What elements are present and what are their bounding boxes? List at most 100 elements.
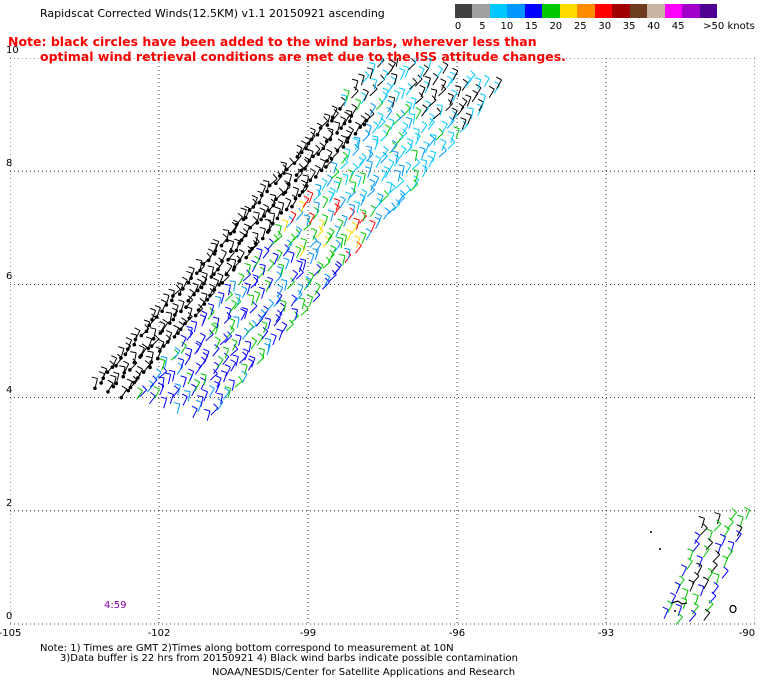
wind-barb bbox=[154, 368, 162, 381]
wind-barb bbox=[348, 203, 356, 216]
wind-barb bbox=[344, 148, 351, 160]
wind-barb bbox=[722, 555, 729, 568]
wind-barb bbox=[125, 337, 133, 351]
wind-barb bbox=[136, 365, 143, 380]
wind-barb bbox=[250, 276, 259, 289]
wind-barb bbox=[403, 103, 411, 116]
wind-barb bbox=[266, 298, 274, 312]
wind-barb bbox=[264, 218, 272, 233]
colorbar-label: 30 bbox=[598, 21, 612, 32]
latitude-tick-label: 2 bbox=[6, 497, 13, 509]
wind-barb bbox=[264, 317, 272, 330]
wind-speed-colorbar bbox=[455, 4, 718, 18]
wind-barb bbox=[369, 84, 378, 97]
wind-barb bbox=[421, 164, 428, 178]
wind-barb bbox=[212, 238, 220, 253]
wind-barb bbox=[217, 272, 224, 287]
wind-barb bbox=[377, 58, 385, 68]
wind-barb bbox=[329, 187, 336, 200]
wind-barb bbox=[387, 99, 394, 113]
wind-barb bbox=[700, 523, 708, 536]
wind-barb bbox=[735, 530, 742, 543]
wind-barb bbox=[479, 93, 486, 106]
wind-barb bbox=[427, 155, 434, 168]
wind-barb bbox=[273, 295, 282, 308]
wind-barb bbox=[330, 105, 338, 120]
coastline-islands bbox=[650, 531, 737, 614]
wind-barb bbox=[274, 171, 283, 186]
wind-barb bbox=[355, 174, 362, 187]
wind-barb bbox=[359, 209, 367, 221]
wind-barb bbox=[369, 102, 377, 115]
wind-barb bbox=[242, 269, 252, 282]
wind-barb bbox=[244, 282, 251, 295]
wind-barb bbox=[418, 65, 425, 79]
wind-barb bbox=[403, 65, 410, 78]
wind-barb bbox=[702, 545, 710, 558]
wind-barb bbox=[309, 235, 318, 248]
wind-barb bbox=[212, 344, 220, 357]
wind-barb bbox=[399, 67, 406, 80]
wind-barb bbox=[234, 293, 241, 306]
wind-barb bbox=[666, 600, 673, 613]
wind-barb bbox=[331, 161, 338, 174]
wind-barb bbox=[164, 372, 172, 385]
colorbar-swatch bbox=[664, 4, 683, 18]
wind-barb bbox=[435, 128, 444, 141]
wind-barb bbox=[185, 347, 193, 360]
wind-barb bbox=[322, 256, 331, 269]
colorbar-label: 25 bbox=[573, 21, 587, 32]
contamination-note-line-2: optimal wind retrieval conditions are me… bbox=[40, 49, 566, 64]
wind-barb bbox=[292, 186, 300, 201]
wind-barb bbox=[688, 579, 695, 592]
wind-barb bbox=[252, 274, 259, 287]
wind-barb bbox=[395, 176, 404, 189]
wind-barb bbox=[311, 227, 318, 241]
wind-barb bbox=[315, 183, 322, 196]
wind-barb bbox=[488, 85, 495, 99]
wind-barb bbox=[195, 278, 203, 293]
wind-barb bbox=[285, 157, 295, 172]
wind-barb bbox=[106, 379, 114, 394]
wind-barb bbox=[349, 181, 357, 193]
wind-barb bbox=[303, 278, 311, 291]
wind-barb bbox=[321, 136, 329, 151]
wind-barb bbox=[347, 187, 356, 200]
wind-barb bbox=[266, 276, 274, 289]
wind-barb bbox=[307, 190, 314, 203]
map-title: Rapidscat Corrected Winds(12.5KM) v1.1 2… bbox=[40, 7, 385, 20]
wind-barb bbox=[341, 151, 349, 165]
wind-barb bbox=[328, 269, 337, 282]
wind-barb bbox=[698, 584, 705, 597]
wind-barb bbox=[154, 304, 161, 319]
wind-barb bbox=[136, 387, 143, 400]
wind-barb bbox=[267, 173, 278, 188]
wind-barb bbox=[263, 180, 270, 194]
wind-barb bbox=[713, 572, 720, 585]
wind-barb bbox=[388, 118, 395, 131]
wind-barb bbox=[253, 255, 260, 268]
wind-barb bbox=[359, 152, 367, 166]
wind-barb bbox=[420, 121, 428, 134]
wind-barb bbox=[430, 88, 438, 101]
wind-barb bbox=[384, 124, 391, 137]
wind-barb bbox=[172, 385, 180, 398]
wind-barb bbox=[425, 58, 432, 69]
wind-barb bbox=[122, 360, 130, 375]
wind-barb bbox=[212, 316, 220, 329]
wind-barb bbox=[366, 160, 373, 172]
wind-barb bbox=[243, 223, 251, 238]
wind-barb bbox=[736, 524, 743, 537]
wind-barb bbox=[390, 59, 396, 72]
wind-barb bbox=[705, 538, 714, 551]
wind-barb bbox=[351, 221, 358, 234]
wind-barb bbox=[308, 168, 316, 183]
wind-barb bbox=[159, 358, 166, 371]
wind-barb bbox=[415, 107, 422, 120]
wind-barb bbox=[353, 136, 361, 149]
wind-barb bbox=[436, 65, 444, 78]
wind-barb bbox=[216, 355, 224, 369]
colorbar-label: 35 bbox=[622, 21, 636, 32]
wind-barb bbox=[168, 369, 176, 382]
wind-barb bbox=[258, 347, 265, 360]
